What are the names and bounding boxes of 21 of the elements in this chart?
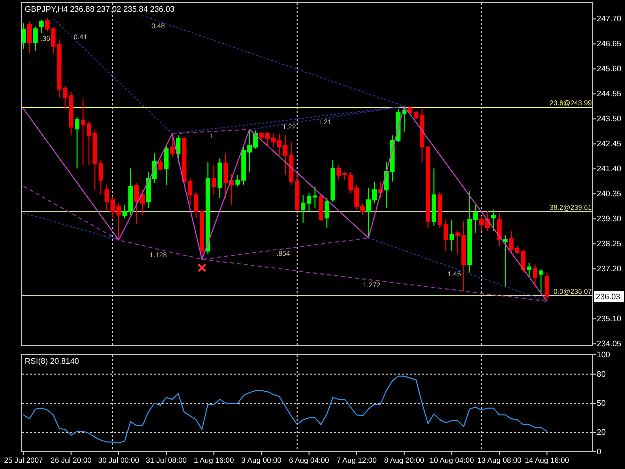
chart-title: GBPJPY,H4 236.88 237.02 235.84 236.03 bbox=[25, 5, 176, 14]
y-tick-label: 243.50 bbox=[597, 114, 622, 124]
y-tick-label: 80 bbox=[597, 370, 606, 379]
y-tick-label: 0 bbox=[597, 448, 602, 456]
y-tick-label: 241.40 bbox=[597, 164, 622, 174]
y-tick-label: 240.35 bbox=[597, 190, 622, 199]
y-tick-label: 235.10 bbox=[597, 314, 622, 324]
y-tick-label: 50 bbox=[597, 399, 606, 408]
y-tick-label: 242.45 bbox=[597, 140, 622, 149]
y-tick-label: 245.60 bbox=[597, 64, 622, 74]
y-tick-label: 246.65 bbox=[597, 40, 622, 49]
y-tick-label: 237.20 bbox=[597, 264, 622, 274]
y-tick-label: 239.30 bbox=[597, 214, 622, 224]
y-tick-label: 20 bbox=[597, 428, 606, 438]
y-tick-label: 100 bbox=[597, 350, 611, 360]
y-tick-label: 238.25 bbox=[597, 240, 622, 249]
y-tick-label: 244.55 bbox=[597, 90, 622, 99]
y-tick-label: 247.70 bbox=[597, 14, 622, 24]
chart-title: RSI(8) 20.8140 bbox=[25, 357, 80, 366]
y-tick-label: 234.05 bbox=[597, 340, 622, 349]
text: 236.03 bbox=[596, 292, 622, 302]
